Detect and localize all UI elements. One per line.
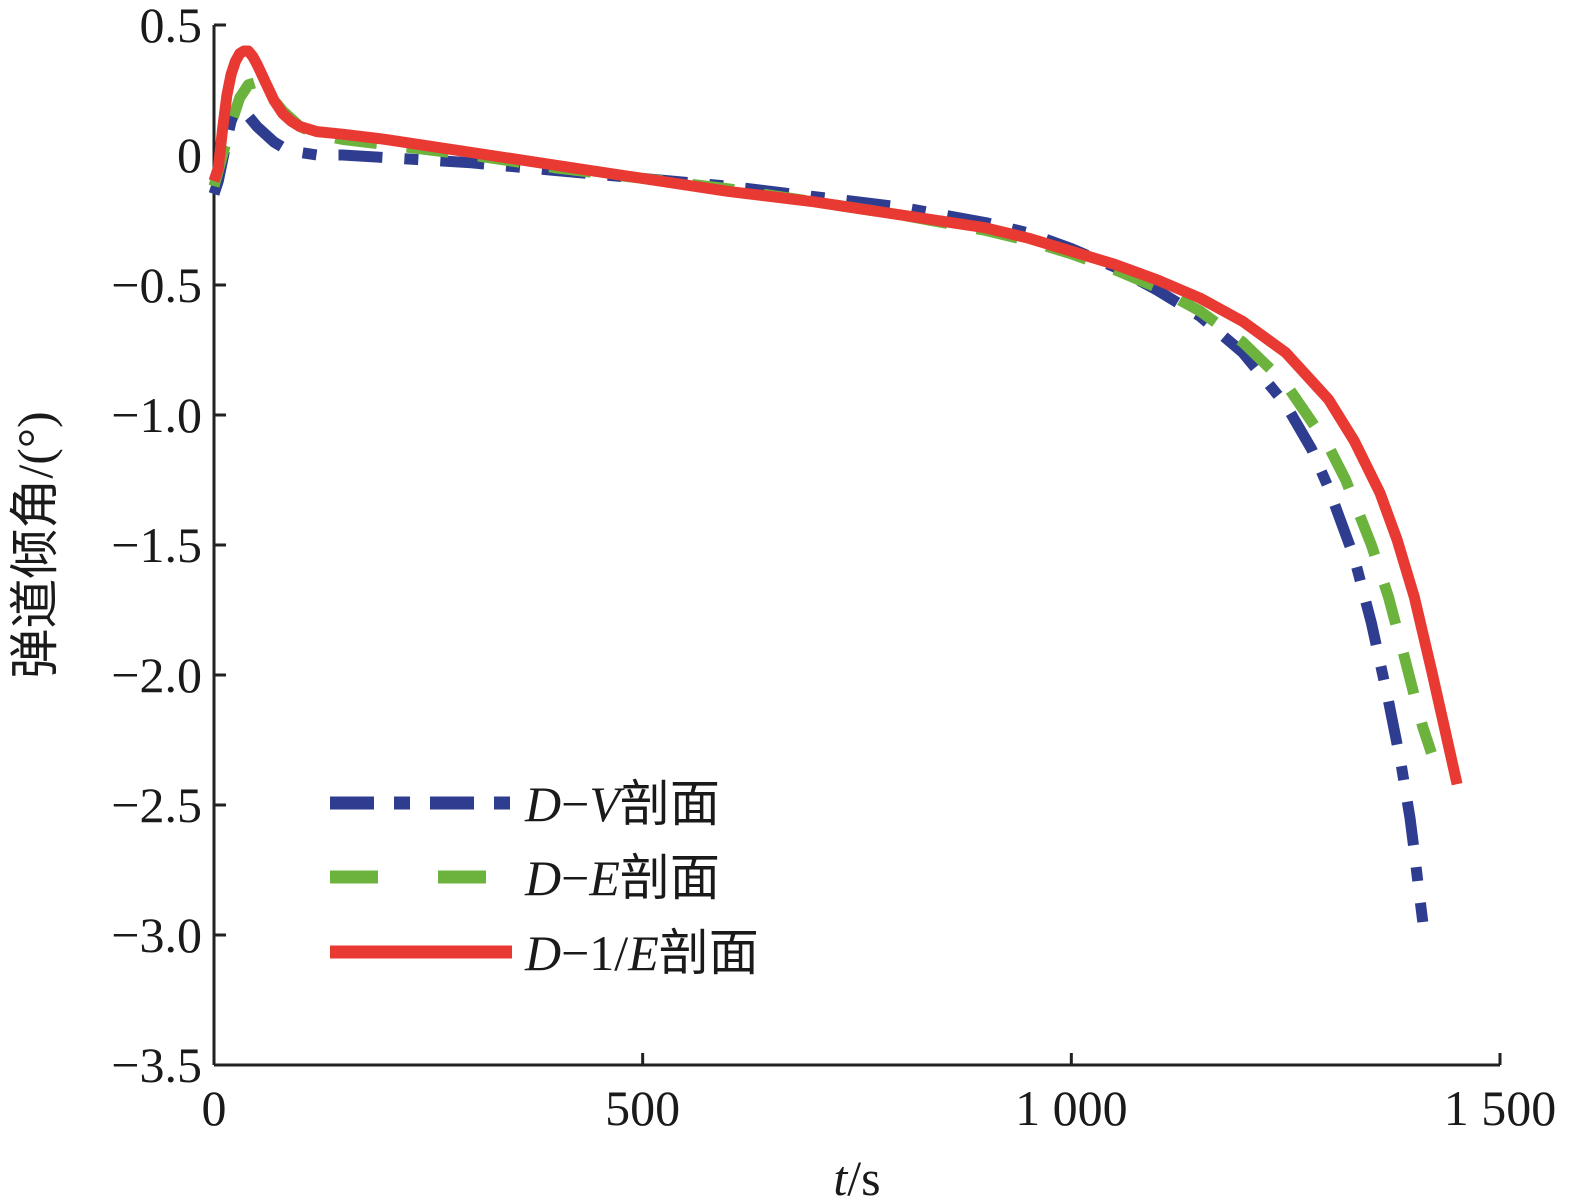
series-line-3 bbox=[208, 45, 1463, 786]
legend-label-part: − bbox=[561, 776, 589, 832]
y-tick-label: 0.5 bbox=[140, 0, 203, 53]
legend-label-part: D bbox=[524, 776, 561, 832]
legend-label-part: D bbox=[524, 925, 561, 981]
x-tick-label: 500 bbox=[605, 1080, 680, 1136]
y-tick-label: −3.0 bbox=[111, 907, 202, 963]
y-tick-label: −3.5 bbox=[111, 1037, 202, 1093]
legend-label-part: −1/ bbox=[561, 925, 628, 981]
y-tick-label: −2.0 bbox=[111, 647, 202, 703]
y-tick-label: −1.0 bbox=[111, 387, 202, 443]
x-axis-title: t/s bbox=[833, 1150, 880, 1200]
x-tick-label: 1 000 bbox=[1015, 1080, 1128, 1136]
y-tick-label: −2.5 bbox=[111, 777, 202, 833]
legend-label-part: 剖面 bbox=[620, 776, 720, 832]
x-tick-label: 1 500 bbox=[1444, 1080, 1557, 1136]
legend-label-1: D−V剖面 bbox=[524, 776, 720, 832]
series-line-2 bbox=[208, 76, 1437, 755]
x-tick-label: 0 bbox=[202, 1080, 227, 1136]
x-axis-title-italic: t bbox=[833, 1150, 848, 1200]
y-axis-title: 弹道倾角/(°) bbox=[7, 411, 63, 678]
y-tick-label: −1.5 bbox=[111, 517, 202, 573]
legend-label-part: E bbox=[627, 925, 659, 981]
series-layer bbox=[208, 45, 1463, 923]
legend-label-part: 剖面 bbox=[659, 925, 759, 981]
x-axis-title-unit: /s bbox=[847, 1150, 880, 1200]
legend-label-part: − bbox=[561, 850, 589, 906]
legend-label-part: V bbox=[589, 776, 625, 832]
axes: 0.50−0.5−1.0−1.5−2.0−2.5−3.0−3.50 500 1 00… bbox=[111, 0, 1556, 1136]
legend-label-3: D−1/E剖面 bbox=[524, 925, 759, 981]
legend-label-part: E bbox=[588, 850, 620, 906]
legend-label-part: 剖面 bbox=[620, 850, 720, 906]
legend-label-part: D bbox=[524, 850, 561, 906]
y-tick-label: −0.5 bbox=[111, 257, 202, 313]
legend-label-2: D−E剖面 bbox=[524, 850, 720, 906]
y-tick-label: 0 bbox=[177, 127, 202, 183]
